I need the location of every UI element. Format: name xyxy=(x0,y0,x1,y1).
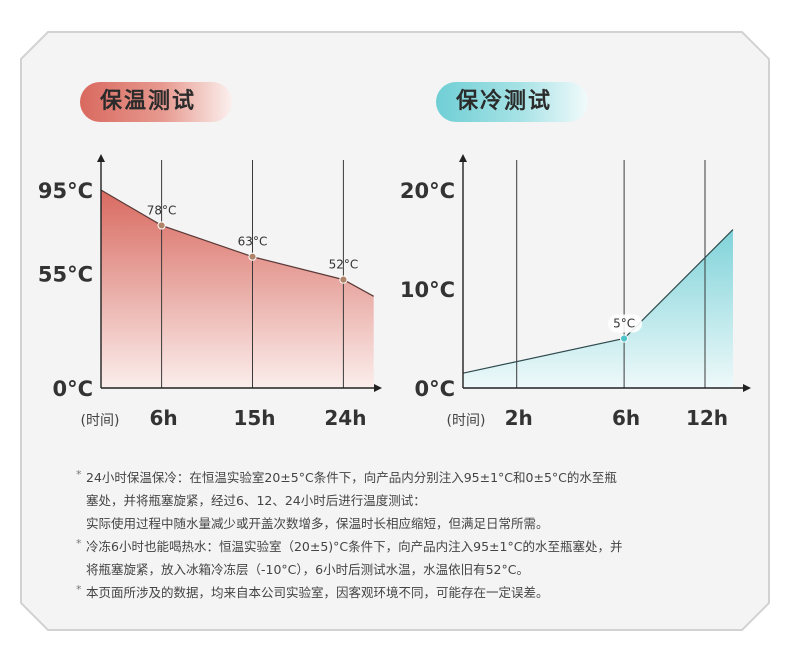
data-point xyxy=(248,252,257,261)
footnote-line: 塞处，并将瓶塞旋紧，经过6、12、24小时后进行温度测试： xyxy=(86,493,426,508)
footnote-3: * 本页面所涉及的数据，均来自本公司实验室，因客观环境不同，可能存在一定误差。 xyxy=(76,581,726,604)
footnote-line: 将瓶塞旋紧，放入冰箱冷冻层（-10°C），6小时后测试水温，水温依旧有52°C。 xyxy=(86,562,529,577)
footnote-line: 本页面所涉及的数据，均来自本公司实验室，因客观环境不同，可能存在一定误差。 xyxy=(86,585,549,600)
x-tick-label: 2h xyxy=(505,406,533,430)
footnote-line: 冷冻6小时也能喝热水：恒温实验室（20±5)°C条件下，向产品内注入95±1°C… xyxy=(86,539,623,554)
x-tick-label: 6h xyxy=(150,406,178,430)
data-point xyxy=(339,275,348,284)
y-tick-label: 55°C xyxy=(38,262,93,286)
cold-test-title: 保冷测试 xyxy=(436,82,588,122)
footnote-line: 实际使用过程中随水量减少或开盖次数增多，保温时长相应缩短，但满足日常所需。 xyxy=(86,516,549,531)
x-axis-label: (时间) xyxy=(447,413,486,429)
y-axis-arrow xyxy=(459,154,467,162)
y-tick-label: 95°C xyxy=(38,179,93,203)
y-tick-label: 0°C xyxy=(52,377,93,401)
data-label: 5°C xyxy=(613,317,635,331)
footnote-marker: * xyxy=(76,468,82,481)
footnote-1: * 24小时保温保冷：在恒温实验室20±5°C条件下，向产品内分别注入95±1°… xyxy=(76,466,726,535)
data-label: 78°C xyxy=(147,203,177,217)
x-axis-label: (时间) xyxy=(81,413,120,429)
y-tick-label: 10°C xyxy=(400,278,455,302)
cold-chart: 0°C 10°C 20°C 2h 6h 12h (时间) 5°C xyxy=(400,154,751,430)
warm-test-title: 保温测试 xyxy=(80,82,232,122)
y-tick-label: 0°C xyxy=(414,377,455,401)
warm-chart: 0°C 55°C 95°C 6h 15h 24h (时间) 78°C 63°C 52°C xyxy=(38,154,382,430)
footnote-line: 24小时保温保冷：在恒温实验室20±5°C条件下，向产品内分别注入95±1°C和… xyxy=(86,470,617,485)
footnotes: * 24小时保温保冷：在恒温实验室20±5°C条件下，向产品内分别注入95±1°… xyxy=(76,466,726,604)
data-label: 63°C xyxy=(238,235,268,249)
x-axis-arrow xyxy=(374,384,382,392)
area-fill xyxy=(101,190,374,388)
area-fill xyxy=(463,229,733,388)
y-axis-arrow xyxy=(97,154,105,162)
data-label-bg xyxy=(608,314,643,333)
data-label: 52°C xyxy=(329,258,359,272)
y-tick-label: 20°C xyxy=(400,179,455,203)
x-tick-label: 15h xyxy=(233,406,275,430)
footnote-marker: * xyxy=(76,583,82,596)
data-point xyxy=(620,334,629,343)
x-axis-arrow xyxy=(743,384,751,392)
data-point xyxy=(157,221,166,230)
x-tick-label: 24h xyxy=(324,406,366,430)
footnote-marker: * xyxy=(76,537,82,550)
footnote-2: * 冷冻6小时也能喝热水：恒温实验室（20±5)°C条件下，向产品内注入95±1… xyxy=(76,535,726,581)
x-tick-label: 6h xyxy=(612,406,640,430)
x-tick-label: 12h xyxy=(686,406,728,430)
